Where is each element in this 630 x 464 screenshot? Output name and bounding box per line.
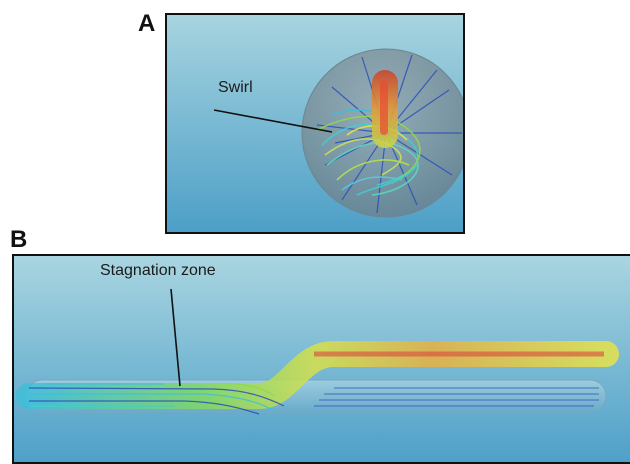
stagnation-streamlines: [28, 383, 285, 415]
stagnation-annotation-line: [170, 288, 181, 387]
panel-b-letter: B: [10, 226, 28, 253]
panel-a-letter: A: [138, 10, 156, 37]
panel-a-swirl-view: Swirl: [165, 13, 465, 234]
lower-streamlines: [314, 387, 599, 407]
panel-a-illustration: [167, 15, 463, 232]
panel-b-illustration: [14, 256, 630, 462]
swirl-label: Swirl: [218, 79, 253, 96]
stagnation-zone-label: Stagnation zone: [100, 262, 216, 279]
swirl-annotation-line: [213, 109, 333, 133]
panel-b-stagnation-view: Stagnation zone: [12, 254, 630, 464]
